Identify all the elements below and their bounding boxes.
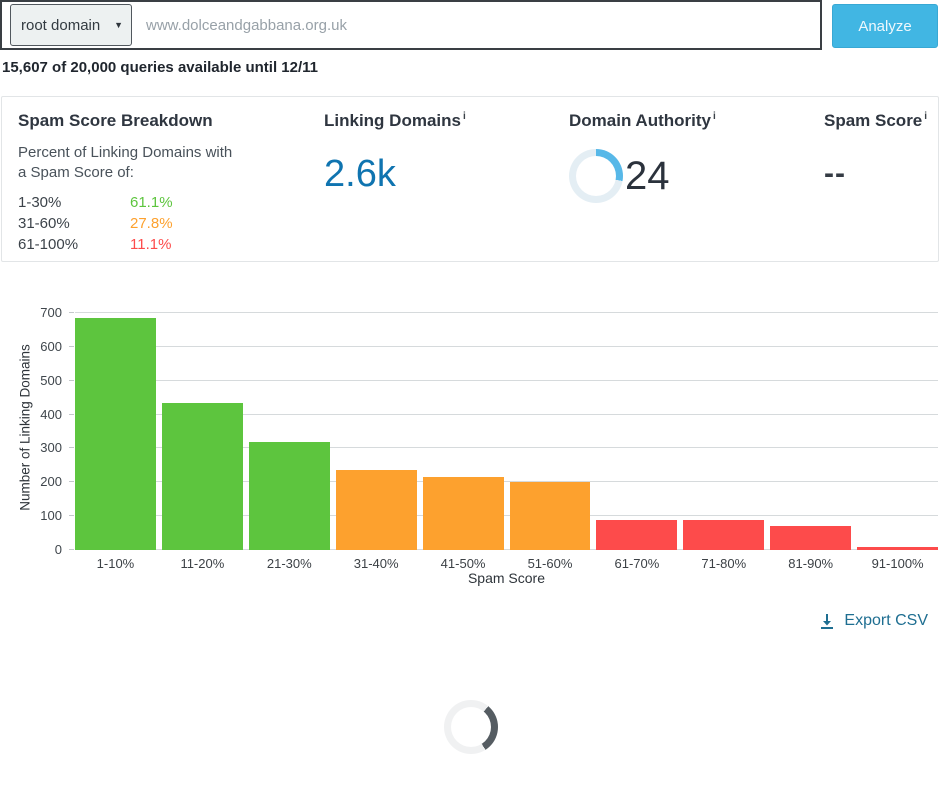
y-tick-mark bbox=[69, 515, 74, 517]
gridline bbox=[75, 379, 938, 381]
search-input[interactable] bbox=[132, 2, 820, 48]
y-tick-label: 300 bbox=[40, 440, 62, 456]
y-tick-label: 200 bbox=[40, 474, 62, 490]
loading-spinner bbox=[444, 700, 498, 754]
scope-dropdown-label: root domain bbox=[21, 16, 101, 34]
chart-bar-11-20%[interactable] bbox=[161, 402, 243, 550]
x-tick-label: 41-50% bbox=[440, 556, 486, 571]
x-tick-label: 91-100% bbox=[871, 556, 924, 571]
info-icon[interactable]: i bbox=[924, 111, 928, 123]
metrics-card: Spam Score Breakdown Percent of Linking … bbox=[1, 96, 939, 262]
domain-authority-value: 24 bbox=[625, 153, 670, 198]
breakdown-row: 1-30% 61.1% bbox=[18, 192, 308, 213]
chart-bar-91-100%[interactable] bbox=[857, 546, 939, 550]
x-tick-label: 71-80% bbox=[701, 556, 747, 571]
chart-bar-31-40%[interactable] bbox=[335, 470, 417, 550]
chevron-down-icon: ▼ bbox=[114, 20, 123, 30]
gridline bbox=[75, 515, 938, 517]
download-icon bbox=[821, 614, 834, 629]
x-tick-label: 51-60% bbox=[527, 556, 573, 571]
y-tick-label: 400 bbox=[40, 406, 62, 422]
chart-bar-81-90%[interactable] bbox=[770, 525, 852, 550]
y-tick-label: 700 bbox=[40, 305, 62, 320]
x-tick-label: 11-20% bbox=[180, 556, 225, 571]
spam-score-title: Spam Score bbox=[824, 111, 923, 130]
quota-text: 15,607 of 20,000 queries available until… bbox=[2, 59, 319, 76]
gridline bbox=[75, 447, 938, 449]
breakdown-row-value: 27.8% bbox=[130, 215, 173, 232]
y-tick-mark bbox=[69, 549, 74, 550]
x-tick-label: 81-90% bbox=[788, 556, 834, 571]
breakdown-row-value: 61.1% bbox=[130, 194, 173, 211]
gridline bbox=[75, 413, 938, 415]
y-tick-label: 600 bbox=[40, 338, 62, 354]
domain-authority-gauge bbox=[569, 149, 623, 203]
breakdown-row-label: 61-100% bbox=[18, 236, 79, 253]
breakdown-row-value: 11.1% bbox=[130, 236, 172, 253]
x-tick-label: 61-70% bbox=[614, 556, 660, 571]
y-tick-label: 500 bbox=[40, 372, 62, 388]
breakdown-row: 61-100% 11.1% bbox=[18, 234, 308, 255]
y-tick-label: 100 bbox=[40, 508, 62, 524]
gridline bbox=[75, 312, 938, 313]
export-csv-link[interactable]: Export CSV bbox=[819, 612, 928, 630]
chart-bar-51-60%[interactable] bbox=[509, 482, 591, 550]
chart-bars bbox=[75, 313, 939, 550]
scope-dropdown[interactable]: root domain ▼ bbox=[10, 4, 132, 46]
search-bar: root domain ▼ bbox=[0, 0, 822, 50]
breakdown-rows: 1-30% 61.1% 31-60% 27.8% 61-100% 11.1% bbox=[18, 192, 308, 255]
y-tick-label: 0 bbox=[54, 542, 62, 557]
y-tick-mark bbox=[69, 345, 74, 347]
chart-bar-61-70%[interactable] bbox=[596, 520, 678, 550]
linking-domains-value: 2.6k bbox=[324, 153, 396, 195]
chart-bar-41-50%[interactable] bbox=[422, 477, 504, 550]
breakdown-row-label: 1-30% bbox=[18, 194, 62, 211]
domain-authority-title: Domain Authority bbox=[569, 111, 711, 130]
y-tick-mark bbox=[69, 447, 74, 449]
spam-score-section: Spam Score i -- bbox=[824, 111, 927, 191]
spam-score-breakdown-section: Spam Score Breakdown Percent of Linking … bbox=[18, 111, 308, 255]
chart-x-axis-label: Spam Score bbox=[467, 570, 546, 586]
breakdown-row-label: 31-60% bbox=[18, 215, 70, 232]
y-tick-mark bbox=[69, 379, 74, 381]
breakdown-row: 31-60% 27.8% bbox=[18, 213, 308, 234]
x-tick-label: 31-40% bbox=[353, 556, 399, 571]
x-tick-label: 1-10% bbox=[96, 556, 135, 571]
y-tick-mark bbox=[69, 413, 74, 415]
info-icon[interactable]: i bbox=[712, 111, 716, 123]
linking-domains-title: Linking Domains bbox=[324, 111, 461, 130]
gridline bbox=[75, 549, 938, 550]
chart-plot-area: 0 100 200 300 400 500 600 700 bbox=[40, 305, 938, 557]
gridline bbox=[75, 345, 938, 347]
y-tick-mark bbox=[69, 312, 74, 313]
linking-domains-section: Linking Domains i 2.6k bbox=[324, 111, 466, 196]
domain-authority-section: Domain Authority i 24 bbox=[569, 111, 716, 203]
x-tick-label: 21-30% bbox=[266, 556, 312, 571]
spam-score-value: -- bbox=[824, 157, 846, 190]
chart-bar-1-10%[interactable] bbox=[75, 318, 156, 550]
chart-bar-71-80%[interactable] bbox=[683, 519, 765, 550]
breakdown-subtitle: Percent of Linking Domains with a Spam S… bbox=[18, 144, 233, 181]
export-csv-label: Export CSV bbox=[844, 612, 928, 629]
y-tick-mark bbox=[69, 481, 74, 483]
chart-bar-21-30%[interactable] bbox=[248, 441, 330, 550]
info-icon[interactable]: i bbox=[462, 111, 466, 123]
chart-x-tick-labels: 1-10% 11-20% 21-30% 31-40% 41-50% 51-60% 61-70… bbox=[75, 556, 938, 571]
spam-score-chart: Number of Linking Domains 0 100 200 300 400 5… bbox=[0, 300, 940, 590]
gridline bbox=[75, 481, 938, 483]
analyze-button[interactable]: Analyze bbox=[832, 4, 938, 48]
breakdown-title: Spam Score Breakdown bbox=[18, 111, 213, 130]
